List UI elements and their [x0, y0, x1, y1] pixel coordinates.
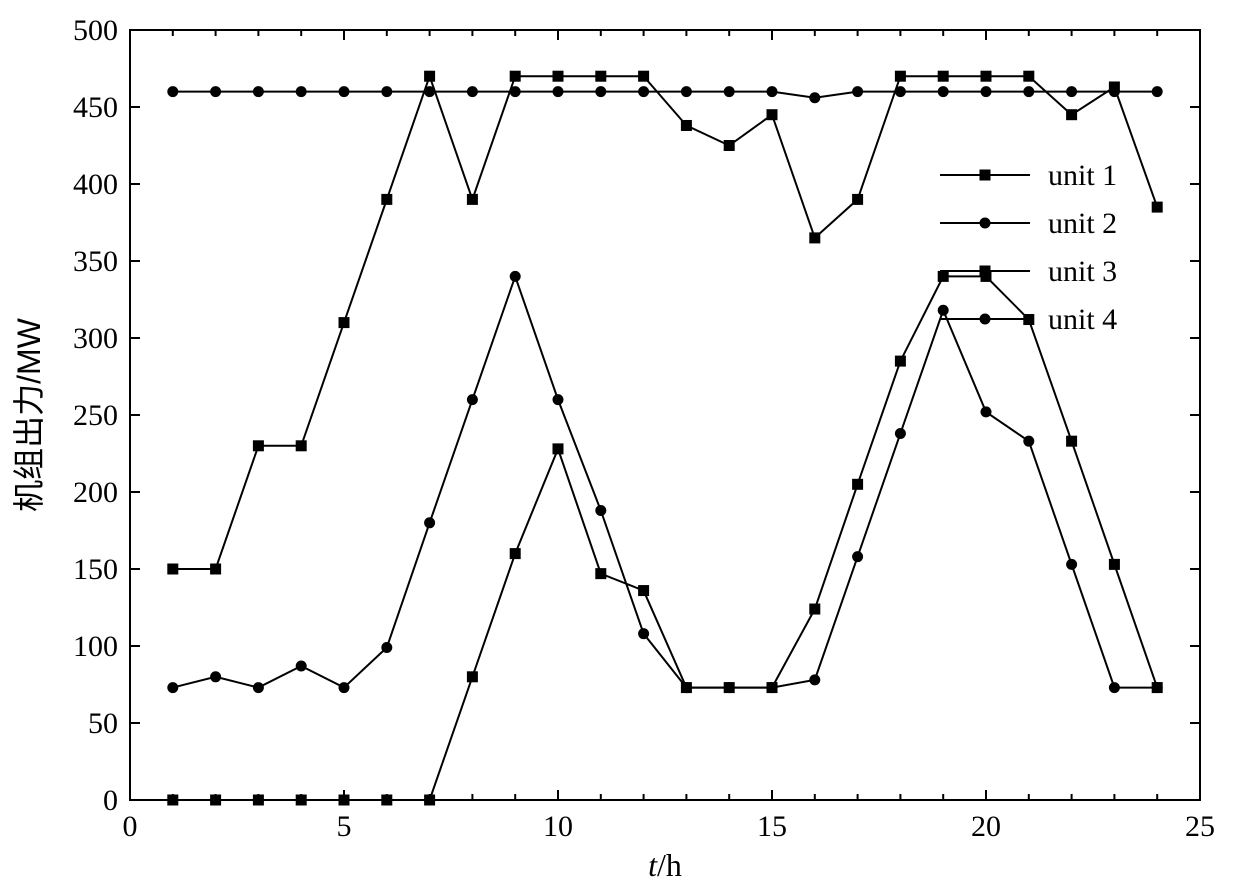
svg-text:250: 250 — [73, 399, 118, 432]
series-2 — [168, 271, 1162, 692]
svg-text:0: 0 — [123, 810, 138, 843]
series-1 — [168, 71, 1162, 574]
legend-label-4: unit 4 — [1048, 303, 1117, 336]
legend-label-1: unit 1 — [1048, 159, 1117, 192]
power-output-chart: 0510152025050100150200250300350400450500… — [0, 0, 1240, 888]
svg-text:450: 450 — [73, 91, 118, 124]
svg-text:300: 300 — [73, 322, 118, 355]
legend-label-2: unit 2 — [1048, 207, 1117, 240]
chart-svg: 0510152025050100150200250300350400450500… — [0, 0, 1240, 888]
svg-text:200: 200 — [73, 476, 118, 509]
svg-text:10: 10 — [543, 810, 573, 843]
svg-text:400: 400 — [73, 168, 118, 201]
svg-text:50: 50 — [88, 707, 118, 740]
series-3 — [168, 271, 1162, 805]
svg-text:25: 25 — [1185, 810, 1215, 843]
legend: unit 1 unit 2 unit 3 unit 4 — [940, 159, 1117, 336]
svg-text:100: 100 — [73, 630, 118, 663]
legend-label-3: unit 3 — [1048, 255, 1117, 288]
svg-text:150: 150 — [73, 553, 118, 586]
y-axis-label: 机组出力/MW — [11, 317, 47, 512]
svg-text:500: 500 — [73, 14, 118, 47]
x-axis-label: t/h — [648, 847, 682, 883]
svg-text:15: 15 — [757, 810, 787, 843]
svg-text:20: 20 — [971, 810, 1001, 843]
svg-text:5: 5 — [337, 810, 352, 843]
svg-text:0: 0 — [103, 784, 118, 817]
svg-text:350: 350 — [73, 245, 118, 278]
